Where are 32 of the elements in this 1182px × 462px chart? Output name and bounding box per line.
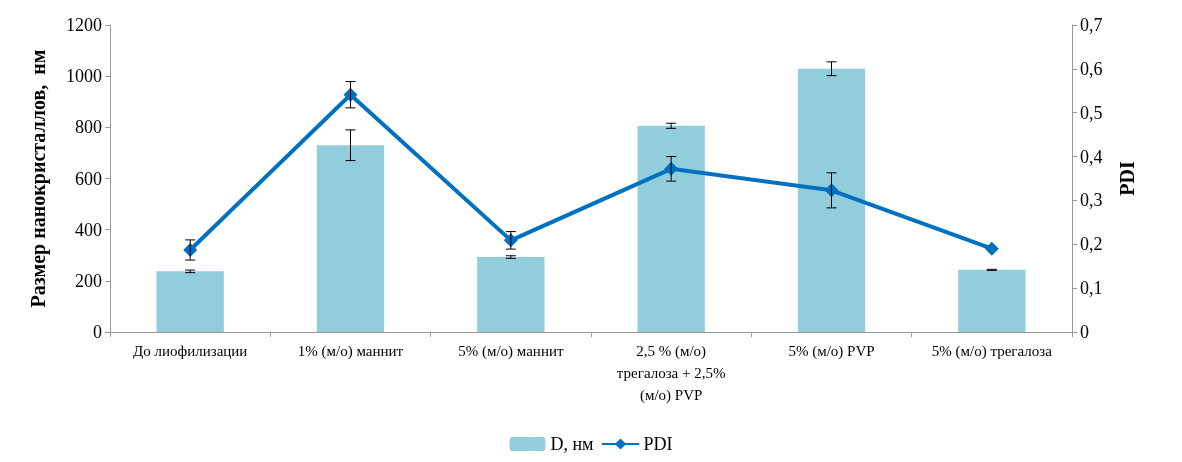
x-tick-label: 2,5 % (м/о) трегалоза + 2,5% (м/о) PVP <box>616 343 726 404</box>
x-tick-label: 1% (м/о) маннит <box>297 343 404 360</box>
bar <box>156 271 224 332</box>
legend-label: D, нм <box>550 434 594 454</box>
x-tick-label: До лиофилизации <box>132 343 248 359</box>
y2-tick-label: 0 <box>1080 322 1089 342</box>
y-tick-label: 1200 <box>66 15 102 35</box>
bar <box>958 269 1026 332</box>
x-tick-label: 5% (м/о) PVP <box>788 343 875 360</box>
point <box>984 241 999 256</box>
y-tick-label: 800 <box>75 117 102 138</box>
y2-tick-label: 0,3 <box>1080 190 1103 211</box>
y-tick-label: 200 <box>75 270 102 291</box>
y2-tick-label: 0,6 <box>1080 58 1103 79</box>
x-tick-label: 5% (м/о) трегалоза <box>931 343 1053 360</box>
y2-tick-label: 0,2 <box>1080 234 1103 255</box>
y2-axis-title: PDI <box>1116 161 1138 196</box>
bar <box>797 68 866 332</box>
y2-tick-label: 0,4 <box>1080 146 1103 167</box>
y-tick-label: 400 <box>75 219 102 240</box>
bar <box>637 125 705 332</box>
y-tick-label: 1000 <box>66 66 102 87</box>
legend-label: PDI <box>643 434 673 454</box>
y2-tick-label: 0,1 <box>1080 278 1103 299</box>
y-tick-label: 0 <box>93 322 102 342</box>
y2-tick-label: 0,5 <box>1080 102 1103 123</box>
bar <box>316 145 385 332</box>
y-tick-label: 600 <box>75 168 102 189</box>
y2-tick-label: 0,7 <box>1080 15 1103 35</box>
y-axis-title: Размер нанокристаллов, нм <box>27 49 50 308</box>
x-tick-label: 5% (м/о) маннит <box>458 343 564 360</box>
bar <box>477 257 545 332</box>
